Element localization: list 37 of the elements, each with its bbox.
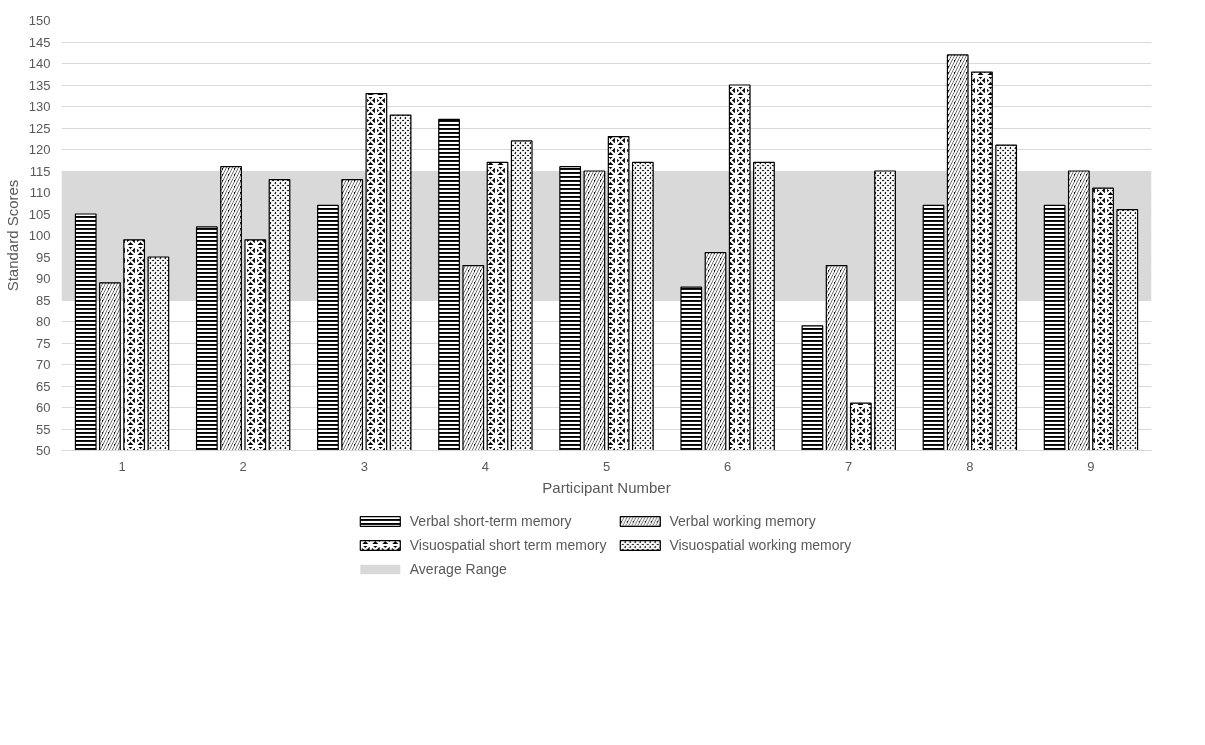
y-tick-label: 145 <box>28 34 51 50</box>
y-tick-label: 135 <box>28 77 51 93</box>
y-tick-label: 85 <box>36 292 51 308</box>
legend-label: Visuospatial working memory <box>669 537 852 553</box>
y-tick-label: 75 <box>36 335 51 351</box>
x-axis-title: Participant Number <box>542 478 671 496</box>
y-tick-label: 95 <box>36 249 51 265</box>
y-tick-label: 65 <box>36 378 51 394</box>
x-tick-label: 2 <box>239 458 247 474</box>
y-tick-label: 60 <box>36 400 51 415</box>
legend-label: Verbal working memory <box>669 513 816 529</box>
legend-label: Visuospatial short term memory <box>409 537 607 553</box>
y-tick-label: 50 <box>36 443 51 458</box>
y-tick-label: 80 <box>36 314 51 329</box>
y-tick-label: 55 <box>36 421 51 437</box>
y-tick-label: 105 <box>28 206 51 222</box>
y-tick-label: 100 <box>28 228 51 243</box>
y-tick-label: 125 <box>28 120 51 136</box>
y-tick-label: 115 <box>29 163 51 179</box>
x-tick-label: 4 <box>481 458 490 474</box>
x-tick-label: 7 <box>845 458 853 474</box>
x-tick-label: 9 <box>1087 458 1095 474</box>
y-axis-title: Standard Scores <box>3 179 21 292</box>
x-tick-label: 5 <box>602 458 611 474</box>
x-tick-label: 6 <box>724 458 732 474</box>
x-tick-label: 8 <box>966 458 974 474</box>
legend-label: Average Range <box>409 561 507 577</box>
y-tick-label: 120 <box>28 142 51 157</box>
y-tick-label: 110 <box>29 185 51 200</box>
x-tick-label: 3 <box>360 458 368 474</box>
y-tick-label: 150 <box>28 13 51 28</box>
x-tick-label: 1 <box>118 458 126 474</box>
y-tick-label: 90 <box>36 271 51 286</box>
y-tick-label: 130 <box>28 99 51 114</box>
y-tick-label: 140 <box>28 56 51 71</box>
y-tick-label: 70 <box>36 357 51 372</box>
legend-label: Verbal short-term memory <box>409 513 572 529</box>
